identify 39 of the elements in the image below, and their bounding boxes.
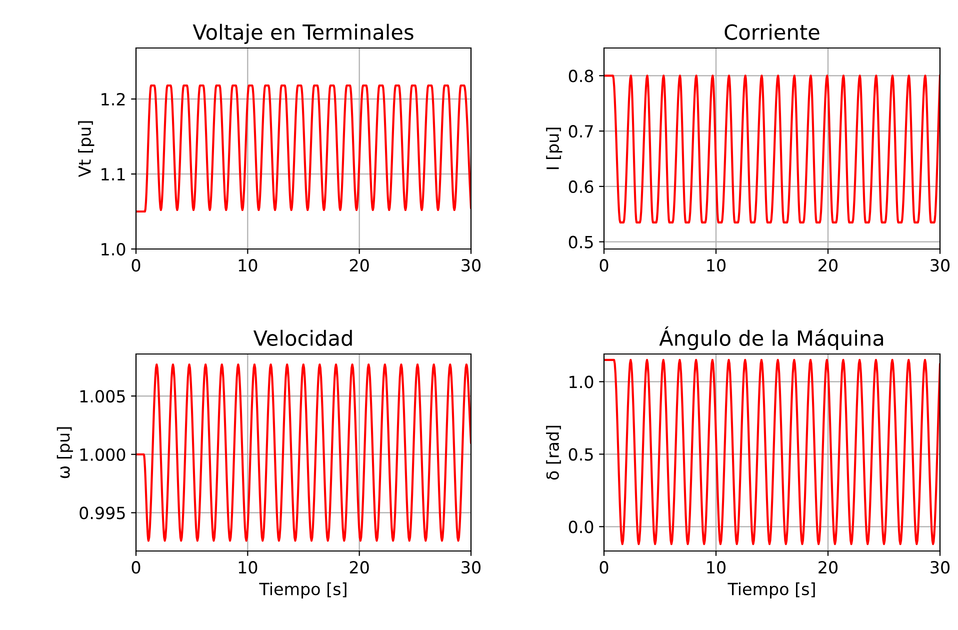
- y-tick-label: 0.5: [568, 236, 593, 248]
- y-tick-label: 1.000: [80, 448, 126, 461]
- x-axis-title: Tiempo [s]: [728, 582, 815, 599]
- x-tick-label: 10: [238, 561, 258, 574]
- x-tick-label: 20: [818, 561, 838, 574]
- y-axis-title: ω [pu]: [56, 427, 74, 478]
- x-tick-label: 0: [600, 259, 608, 272]
- y-tick-label: 0.7: [568, 125, 593, 138]
- x-axis-title: Tiempo [s]: [259, 582, 346, 599]
- x-tick-label: 30: [930, 561, 950, 574]
- y-tick-label: 0.5: [568, 448, 593, 461]
- chart-title: Velocidad: [253, 330, 352, 346]
- y-axis-title: Vt [pu]: [78, 121, 94, 178]
- x-tick-label: 20: [818, 259, 838, 272]
- y-tick-label: 1.005: [80, 390, 125, 403]
- x-tick-label: 10: [707, 561, 726, 574]
- x-tick-label: 0: [132, 259, 140, 272]
- y-axis-title: δ [rad]: [546, 426, 561, 480]
- y-tick-label: 0.8: [568, 70, 594, 82]
- chart-title: Corriente: [724, 24, 820, 40]
- y-tick-label: 1.0: [102, 242, 126, 256]
- x-tick-label: 30: [462, 259, 480, 272]
- y-tick-label: 0.0: [568, 520, 594, 534]
- y-axis-title: I [pu]: [546, 128, 562, 170]
- y-tick-label: 1.0: [570, 376, 594, 388]
- y-tick-label: 1.2: [102, 92, 125, 106]
- x-tick-label: 10: [707, 259, 726, 272]
- x-tick-label: 20: [350, 561, 369, 574]
- x-tick-label: 10: [238, 259, 258, 272]
- chart-title: Voltaje en Terminales: [192, 24, 414, 44]
- y-tick-label: 0.995: [80, 506, 125, 520]
- y-tick-label: 0.6: [568, 180, 594, 193]
- x-tick-label: 0: [600, 561, 608, 574]
- y-tick-label: 1.1: [102, 168, 125, 180]
- x-tick-label: 30: [930, 259, 950, 272]
- x-tick-label: 0: [132, 561, 140, 574]
- chart-title: Ángulo de la Máquina: [659, 326, 884, 350]
- x-tick-label: 20: [350, 259, 369, 272]
- x-tick-label: 30: [462, 561, 480, 574]
